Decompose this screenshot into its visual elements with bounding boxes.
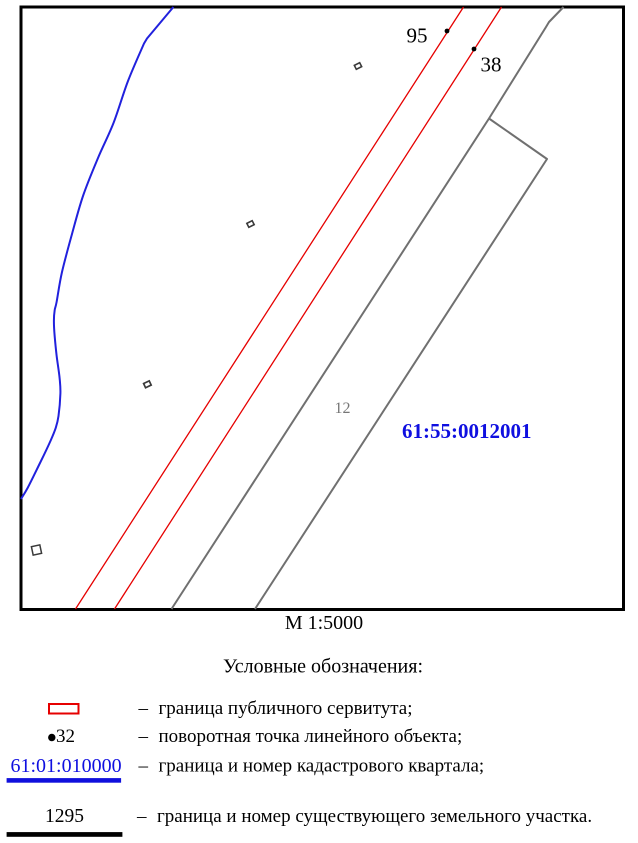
svg-text:–: – [138,698,149,719]
svg-text:поворотная точка линейного объ: поворотная точка линейного объекта; [159,726,463,747]
svg-text:граница и номер существующего: граница и номер существующего земельного… [157,806,592,827]
svg-text:граница и номер кадастрового к: граница и номер кадастрового квартала; [159,756,485,777]
svg-text:32: 32 [56,726,75,747]
svg-text:–: – [136,806,147,827]
svg-text:61:55:0012001: 61:55:0012001 [402,419,532,443]
svg-text:12: 12 [335,400,351,417]
svg-text:–: – [138,756,149,777]
svg-text:38: 38 [481,53,502,77]
svg-text:Условные обозначения:: Условные обозначения: [223,656,423,678]
svg-text:–: – [138,726,149,747]
svg-text:61:01:010000: 61:01:010000 [11,755,122,777]
svg-text:1295: 1295 [45,806,84,827]
svg-text:граница публичного сервитута;: граница публичного сервитута; [159,698,413,719]
svg-text:95: 95 [407,24,428,48]
svg-text:М 1:5000: М 1:5000 [285,612,363,634]
